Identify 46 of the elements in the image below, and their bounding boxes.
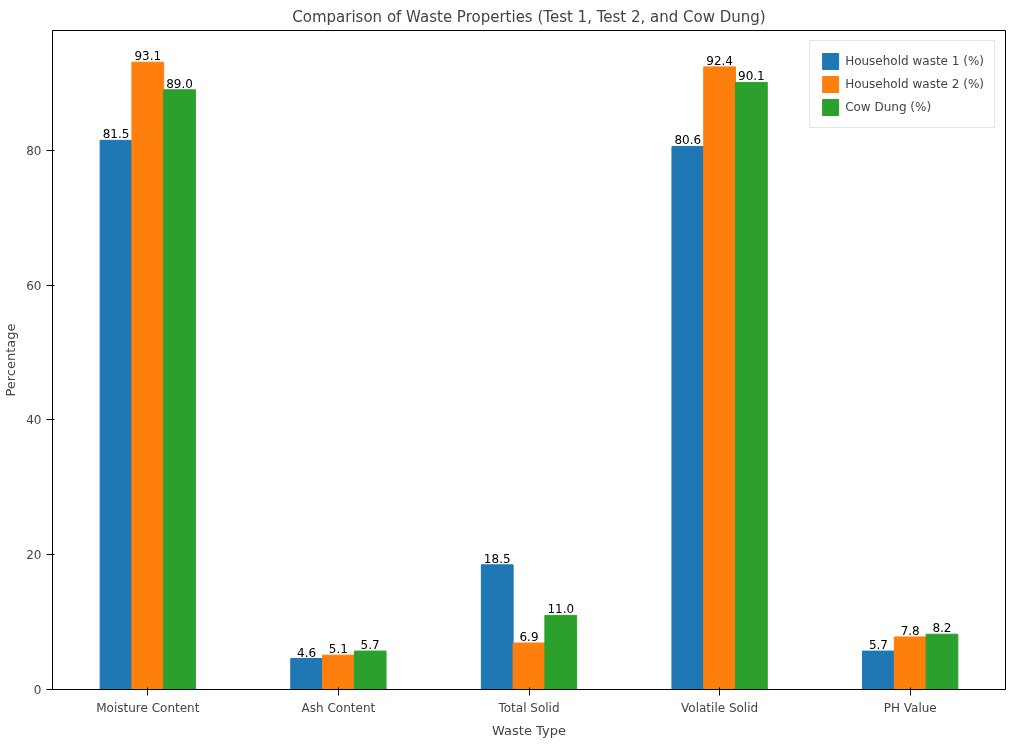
y-tick-label: 60 <box>26 278 42 293</box>
data-label: 11.0 <box>547 602 575 617</box>
x-axis-title: Waste Type <box>492 722 566 738</box>
x-tick-label: Total Solid <box>497 700 560 715</box>
bar <box>925 633 959 690</box>
data-label: 4.6 <box>297 645 317 660</box>
bar <box>734 81 768 690</box>
bar <box>322 654 355 690</box>
data-label: 5.1 <box>328 642 348 657</box>
data-label: 7.8 <box>900 623 920 638</box>
bar <box>131 61 165 690</box>
data-label: 8.2 <box>932 621 952 636</box>
legend-label: Cow Dung (%) <box>845 100 932 114</box>
data-label: 92.4 <box>706 53 733 68</box>
bar <box>290 658 324 690</box>
x-tick-label: Moisture Content <box>96 700 200 715</box>
bar <box>163 89 196 690</box>
y-tick-label: 0 <box>33 683 42 697</box>
bar <box>703 66 736 690</box>
data-label: 18.5 <box>483 551 511 566</box>
data-label: 5.7 <box>868 638 888 653</box>
data-label: 93.1 <box>134 49 162 64</box>
data-label: 89.0 <box>166 76 193 91</box>
legend-label: Household waste 1 (%) <box>845 54 984 68</box>
legend-label: Household waste 2 (%) <box>845 77 984 91</box>
x-tick-label: Ash Content <box>301 700 376 715</box>
data-label: 5.7 <box>360 638 380 653</box>
data-label: 90.1 <box>738 69 765 84</box>
bar <box>512 642 546 690</box>
y-axis-title: Percentage <box>3 323 19 397</box>
x-tick-label: PH Value <box>883 700 937 715</box>
bar <box>353 650 387 690</box>
y-tick-label: 40 <box>26 413 42 428</box>
bar <box>893 636 927 690</box>
data-label: 80.6 <box>674 133 702 148</box>
bar <box>99 139 133 690</box>
data-label: 6.9 <box>519 630 539 645</box>
bar <box>862 650 895 690</box>
bar <box>480 564 514 690</box>
bar <box>671 145 705 690</box>
data-label: 81.5 <box>102 127 130 142</box>
bar <box>544 614 578 690</box>
x-tick-label: Volatile Solid <box>681 700 759 715</box>
y-tick-label: 20 <box>26 548 42 563</box>
chart-title: Comparison of Waste Properties (Test 1, Test 2, and Cow Dung) <box>292 7 766 26</box>
y-tick-label: 80 <box>26 143 42 158</box>
